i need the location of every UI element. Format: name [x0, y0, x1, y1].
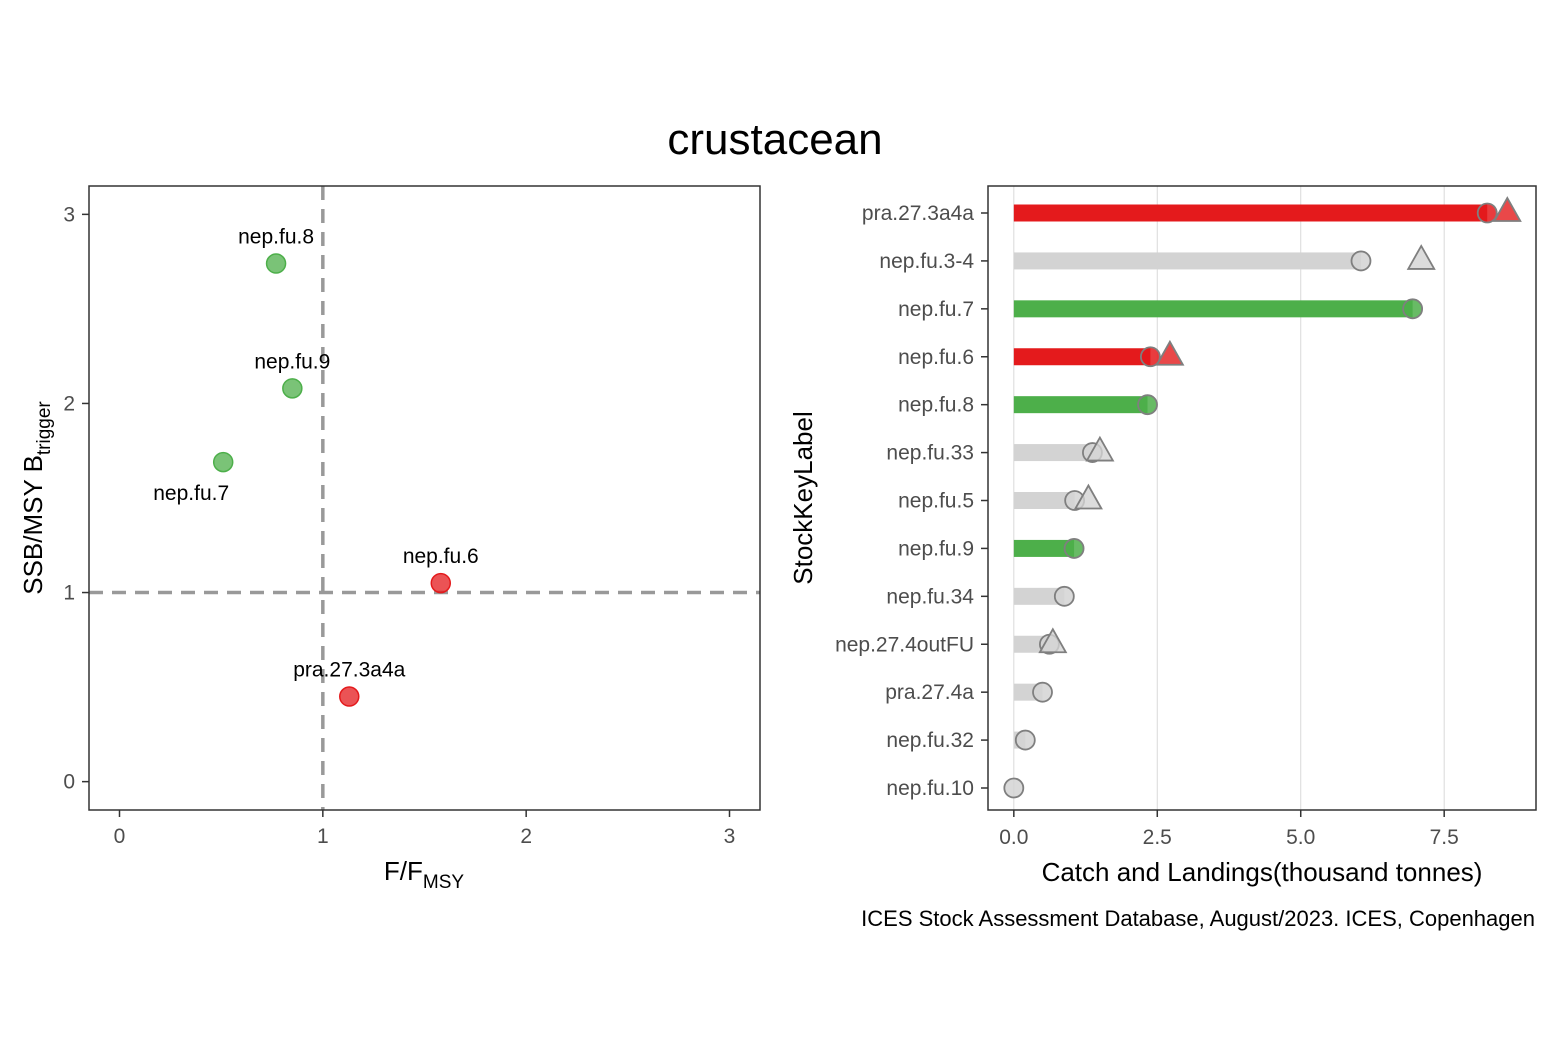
stock-label-nep-fu-9: nep.fu.9 — [898, 537, 974, 560]
scatter-panel: 0 1 2 3 0 1 2 3 nep.fu.8 nep.fu.9 nep.fu.7 nep.fu.… — [18, 185, 761, 893]
catches-marker-nep-fu-6 — [1155, 339, 1185, 366]
bar-panel-border — [987, 185, 1537, 811]
catches-marker-nep-fu-5 — [1073, 483, 1103, 510]
bar-panel: 0.0 2.5 5.0 7.5 pra.27.3a4a nep.fu.3-4 nep.fu.… — [788, 185, 1537, 887]
scatter-x-tick-label: 3 — [724, 825, 736, 848]
bar-x-tick-label: 7.5 — [1430, 826, 1459, 849]
scatter-point-label-nep-fu-6: nep.fu.6 — [403, 545, 479, 568]
source-caption: ICES Stock Assessment Database, August/2… — [861, 906, 1535, 931]
scatter-panel-border — [88, 185, 761, 811]
catches-marker-nep-fu-3-4 — [1406, 244, 1436, 270]
landings-marker-pra-27-4a — [1032, 681, 1053, 703]
stock-label-nep-fu-8: nep.fu.8 — [898, 394, 974, 417]
bar-nep-fu-9 — [1013, 539, 1075, 557]
scatter-x-tick-label: 2 — [520, 825, 532, 848]
landings-marker-nep-fu-9 — [1063, 538, 1085, 559]
scatter-y-tick-label: 1 — [63, 582, 75, 605]
scatter-point-nep-fu-8 — [265, 253, 287, 274]
bar-nep-fu-34 — [1013, 587, 1065, 605]
scatter-point-nep-fu-9 — [282, 378, 303, 399]
landings-marker-nep-fu-32 — [1014, 729, 1036, 751]
scatter-y-axis-title-sub: trigger — [34, 401, 55, 456]
chart-title: crustacean — [667, 115, 882, 164]
bar-x-tick-label: 2.5 — [1143, 826, 1172, 849]
landings-marker-nep-fu-6 — [1139, 346, 1161, 368]
bar-nep-fu-3-4 — [1013, 252, 1361, 270]
scatter-point-label-nep-fu-8: nep.fu.8 — [238, 226, 314, 249]
catches-marker-nep-fu-33 — [1085, 435, 1115, 462]
landings-marker-nep-fu-3-4 — [1350, 250, 1372, 272]
scatter-point-label-pra-27-3a4a: pra.27.3a4a — [293, 659, 405, 682]
scatter-x-axis-title-sub: MSY — [423, 872, 465, 893]
stock-label-pra-27-4a: pra.27.4a — [885, 681, 974, 704]
bar-x-tick-label: 0.0 — [999, 826, 1028, 849]
stock-label-nep-fu-6: nep.fu.6 — [898, 346, 974, 369]
scatter-point-label-nep-fu-7: nep.fu.7 — [153, 482, 229, 505]
catches-marker-nep-27-4outfu — [1038, 627, 1068, 654]
scatter-y-tick-label: 3 — [63, 203, 75, 226]
scatter-x-tick-label: 1 — [317, 825, 329, 848]
landings-marker-pra-27-3a4a — [1476, 202, 1498, 224]
bar-nep-fu-6 — [1013, 348, 1151, 366]
scatter-point-nep-fu-7 — [212, 451, 234, 473]
bar-nep-fu-5 — [1013, 492, 1075, 509]
stock-label-nep-fu-3-4: nep.fu.3-4 — [879, 250, 974, 273]
scatter-point-pra-27-3a4a — [339, 686, 360, 707]
bar-pra-27-3a4a — [1013, 204, 1488, 222]
stock-label-nep-fu-33: nep.fu.33 — [886, 442, 974, 465]
scatter-x-axis-title: F/FMSY — [384, 856, 465, 893]
stock-label-nep-fu-7: nep.fu.7 — [898, 298, 974, 321]
stock-label-nep-27-4outfu: nep.27.4outFU — [835, 633, 974, 656]
stock-label-nep-fu-34: nep.fu.34 — [886, 585, 974, 608]
bar-nep-fu-7 — [1013, 300, 1413, 318]
scatter-y-tick-label: 2 — [63, 392, 75, 415]
scatter-y-axis-title: SSB/MSY Btrigger — [18, 401, 55, 595]
landings-marker-nep-fu-8 — [1137, 394, 1158, 416]
landings-marker-nep-fu-10 — [1003, 777, 1025, 799]
stock-label-nep-fu-10: nep.fu.10 — [886, 777, 974, 800]
scatter-point-label-nep-fu-9: nep.fu.9 — [254, 350, 330, 373]
landings-marker-nep-fu-34 — [1053, 585, 1075, 607]
bar-nep-fu-8 — [1013, 396, 1148, 414]
scatter-y-tick-label: 0 — [63, 771, 75, 794]
bar-x-axis-title: Catch and Landings(thousand tonnes) — [1042, 857, 1483, 887]
bar-nep-fu-33 — [1013, 444, 1093, 462]
bar-x-tick-label: 5.0 — [1286, 826, 1315, 849]
landings-marker-nep-fu-7 — [1402, 298, 1424, 320]
scatter-x-axis-title-main: F/F — [384, 856, 423, 886]
scatter-x-tick-label: 0 — [114, 825, 126, 848]
catches-marker-pra-27-3a4a — [1492, 196, 1522, 222]
stock-label-nep-fu-5: nep.fu.5 — [898, 490, 974, 513]
stock-label-nep-fu-32: nep.fu.32 — [886, 729, 974, 752]
scatter-y-axis-title-main: SSB/MSY B — [18, 455, 48, 595]
scatter-point-nep-fu-6 — [430, 572, 452, 594]
bar-y-axis-title: StockKeyLabel — [788, 411, 818, 584]
stock-label-pra-27-3a4a: pra.27.3a4a — [862, 202, 974, 225]
